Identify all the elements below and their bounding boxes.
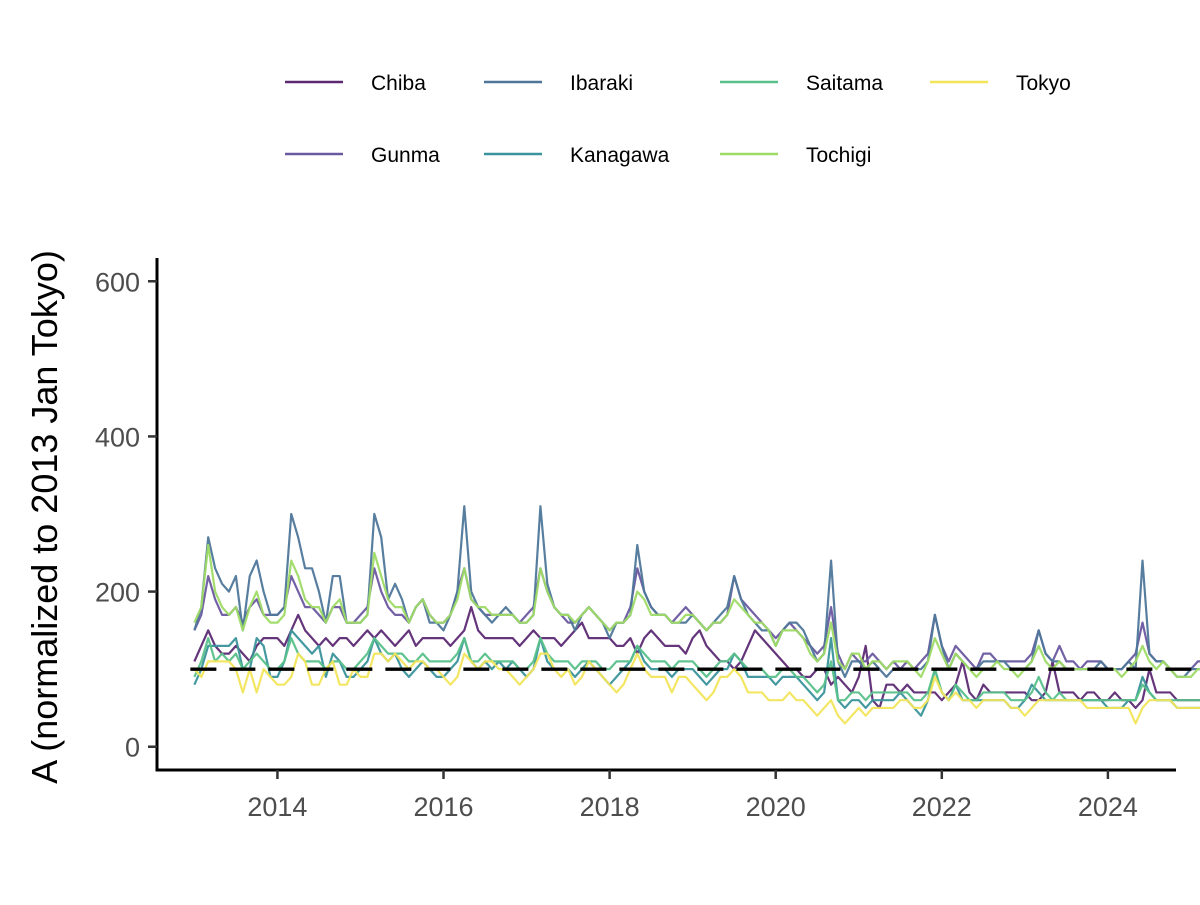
y-tick-label: 200 [95,578,140,608]
x-tick-label: 2018 [580,792,640,822]
y-tick-label: 0 [125,733,140,763]
x-tick-label: 2022 [912,792,972,822]
series-line-tochigi [193,543,1200,679]
legend-label-kanagawa: Kanagawa [570,144,670,167]
legend: Chiba Gunma Ibaraki Kanagawa Saitama Tochigi T… [285,72,1071,167]
series-line-ibaraki [193,505,1200,679]
legend-label-gunma: Gunma [371,144,440,167]
x-tick-label: 2016 [413,792,473,822]
plot-area [193,505,1200,725]
legend-label-chiba: Chiba [371,72,426,95]
legend-label-ibaraki: Ibaraki [570,72,633,95]
legend-label-saitama: Saitama [806,72,883,95]
y-tick-label: 400 [95,422,140,452]
x-tick-label: 2024 [1078,792,1138,822]
axes: 0 200 400 600 2014 2016 2018 2020 2022 2024 [95,258,1176,822]
y-axis-title: A (normalized to 2013 Jan Tokyo) [24,250,65,784]
legend-label-tokyo: Tokyo [1016,72,1071,95]
y-tick-label: 600 [95,267,140,297]
x-tick-label: 2014 [247,792,307,822]
x-tick-label: 2020 [746,792,806,822]
legend-label-tochigi: Tochigi [806,144,871,167]
